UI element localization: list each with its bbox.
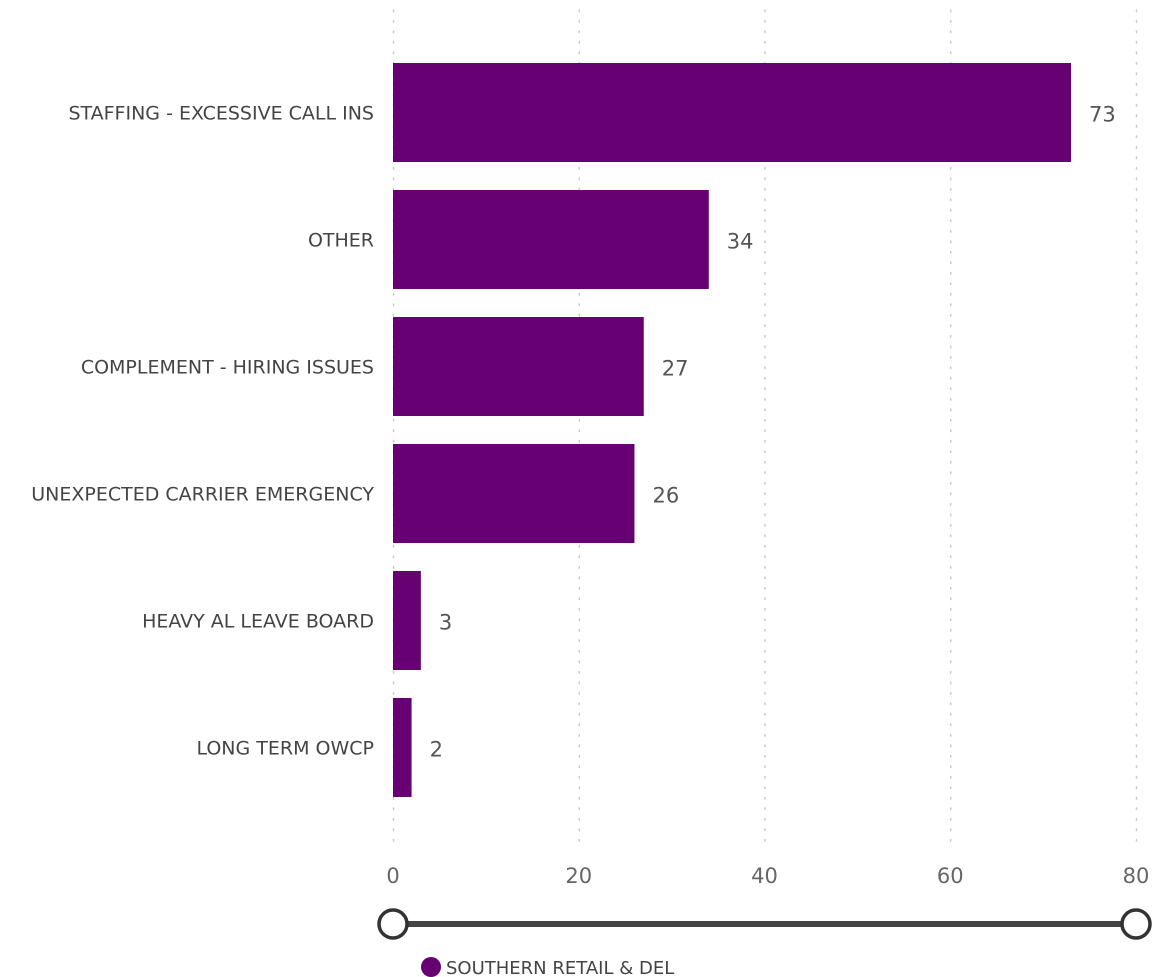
category-label-4: HEAVY AL LEAVE BOARD	[142, 611, 374, 633]
x-tick-label-80: 80	[1123, 864, 1150, 888]
x-tick-label-60: 60	[937, 864, 964, 888]
zoom-slider[interactable]	[377, 908, 1152, 940]
value-label-2: 27	[662, 357, 689, 381]
bar-5[interactable]	[393, 698, 412, 797]
x-axis-ticks: 0 20 40 60 80	[386, 864, 1149, 888]
bar-0[interactable]	[393, 63, 1071, 162]
gridlines	[392, 9, 1138, 851]
legend: SOUTHERN RETAIL & DEL	[421, 957, 674, 977]
category-label-3: UNEXPECTED CARRIER EMERGENCY	[31, 484, 374, 506]
category-labels: STAFFING - EXCESSIVE CALL INS OTHER COMPLE…	[31, 103, 374, 760]
category-label-2: COMPLEMENT - HIRING ISSUES	[81, 357, 374, 379]
category-label-1: OTHER	[308, 230, 374, 252]
bar-2[interactable]	[393, 317, 644, 416]
bar-1[interactable]	[393, 190, 709, 289]
category-label-5: LONG TERM OWCP	[196, 738, 374, 760]
legend-marker	[421, 957, 441, 977]
bar-3[interactable]	[393, 444, 635, 543]
bar-4[interactable]	[393, 571, 421, 670]
value-label-5: 2	[430, 738, 443, 762]
x-tick-label-40: 40	[751, 864, 778, 888]
zoom-slider-start-handle[interactable]	[377, 908, 409, 940]
value-label-0: 73	[1089, 103, 1116, 127]
value-label-1: 34	[727, 230, 754, 254]
bars	[393, 63, 1071, 797]
value-labels: 73 34 27 26 3 2	[430, 103, 1116, 762]
x-tick-label-20: 20	[565, 864, 592, 888]
zoom-slider-end-handle[interactable]	[1120, 908, 1152, 940]
legend-label: SOUTHERN RETAIL & DEL	[446, 958, 674, 977]
x-tick-label-0: 0	[386, 864, 399, 888]
value-label-3: 26	[652, 484, 679, 508]
value-label-4: 3	[439, 611, 452, 635]
category-label-0: STAFFING - EXCESSIVE CALL INS	[68, 103, 374, 125]
